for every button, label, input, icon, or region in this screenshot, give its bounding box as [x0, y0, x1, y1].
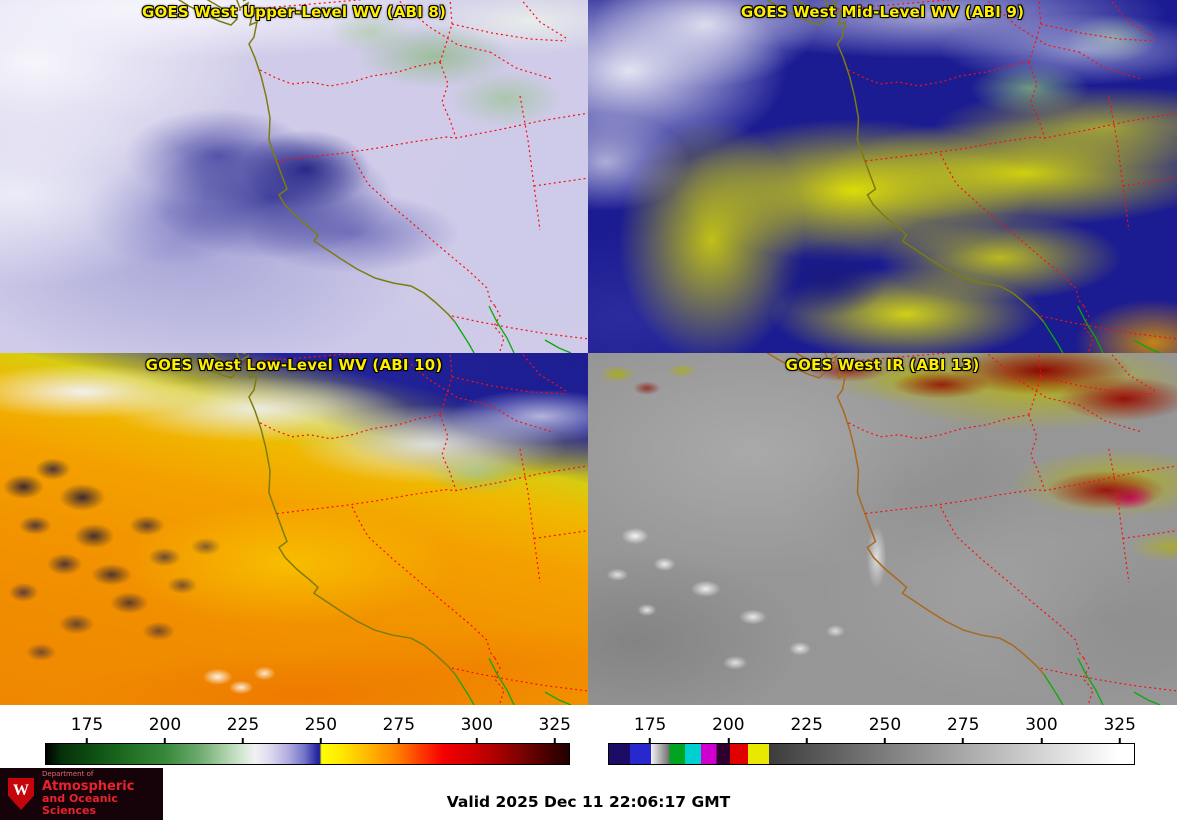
infrared-colorbar: 175 200 225 250 275 300 325 — [608, 713, 1136, 769]
logo-department-prefix: Department of — [42, 770, 94, 779]
uw-aos-logo[interactable]: W Department of Atmospheric and Oceanic … — [0, 768, 163, 820]
satellite-image-abi9 — [588, 0, 1177, 353]
water-vapor-colorbar: 175 200 225 250 275 300 325 — [45, 713, 571, 769]
panel-title-upper-level-wv: GOES West Upper-Level WV (ABI 8) — [141, 3, 447, 21]
panel-title-mid-level-wv: GOES West Mid-Level WV (ABI 9) — [740, 3, 1025, 21]
colorbar-tick: 250 — [868, 715, 902, 735]
map-borders-overlay — [763, 0, 1177, 353]
infrared-colorbar-gradient — [608, 743, 1135, 765]
satellite-image-abi8 — [0, 0, 588, 353]
colorbar-tick: 275 — [382, 715, 416, 735]
map-borders-overlay — [763, 353, 1177, 705]
map-borders-overlay — [175, 353, 588, 705]
satellite-image-grid: GOES West Upper-Level WV (ABI 8) GOES We… — [0, 0, 1177, 705]
satellite-panel-low-level-wv[interactable]: GOES West Low-Level WV (ABI 10) — [0, 353, 588, 705]
colorbar-tick: 225 — [226, 715, 260, 735]
bottom-strip: 175 200 225 250 275 300 325 175 200 225 … — [0, 705, 1177, 820]
uw-crest-icon: W — [8, 778, 34, 810]
colorbar-tick: 300 — [1025, 715, 1058, 735]
panel-title-ir: GOES West IR (ABI 13) — [785, 356, 980, 374]
satellite-image-abi13 — [588, 353, 1177, 705]
colorbar-tick: 225 — [790, 715, 823, 735]
satellite-panel-upper-level-wv[interactable]: GOES West Upper-Level WV (ABI 8) — [0, 0, 588, 353]
colorbar-tick: 325 — [538, 715, 571, 735]
uw-crest-letter: W — [13, 782, 29, 799]
satellite-image-abi10 — [0, 353, 588, 705]
uw-aos-logo-text: Department of Atmospheric and Oceanic Sc… — [42, 770, 155, 817]
infrared-colorbar-ticks: 175 200 225 250 275 300 325 — [608, 713, 1136, 743]
water-vapor-colorbar-gradient — [45, 743, 570, 765]
map-borders-overlay — [175, 0, 588, 353]
satellite-panel-ir[interactable]: GOES West IR (ABI 13) — [588, 353, 1177, 705]
colorbar-tick: 200 — [712, 715, 745, 735]
logo-line-oceanic: and Oceanic Sciences — [42, 792, 118, 817]
water-vapor-colorbar-ticks: 175 200 225 250 275 300 325 — [45, 713, 571, 743]
colorbar-tick: 300 — [460, 715, 494, 735]
logo-line-atmospheric: Atmospheric — [42, 778, 135, 794]
colorbar-tick: 175 — [70, 715, 104, 735]
satellite-panel-mid-level-wv[interactable]: GOES West Mid-Level WV (ABI 9) — [588, 0, 1177, 353]
valid-time-label: Valid 2025 Dec 11 22:06:17 GMT — [446, 793, 731, 811]
panel-title-low-level-wv: GOES West Low-Level WV (ABI 10) — [145, 356, 443, 374]
colorbar-tick: 175 — [633, 715, 667, 735]
colorbar-tick: 275 — [946, 715, 980, 735]
colorbar-tick: 325 — [1103, 715, 1136, 735]
colorbar-tick: 200 — [148, 715, 182, 735]
colorbar-tick: 250 — [304, 715, 338, 735]
